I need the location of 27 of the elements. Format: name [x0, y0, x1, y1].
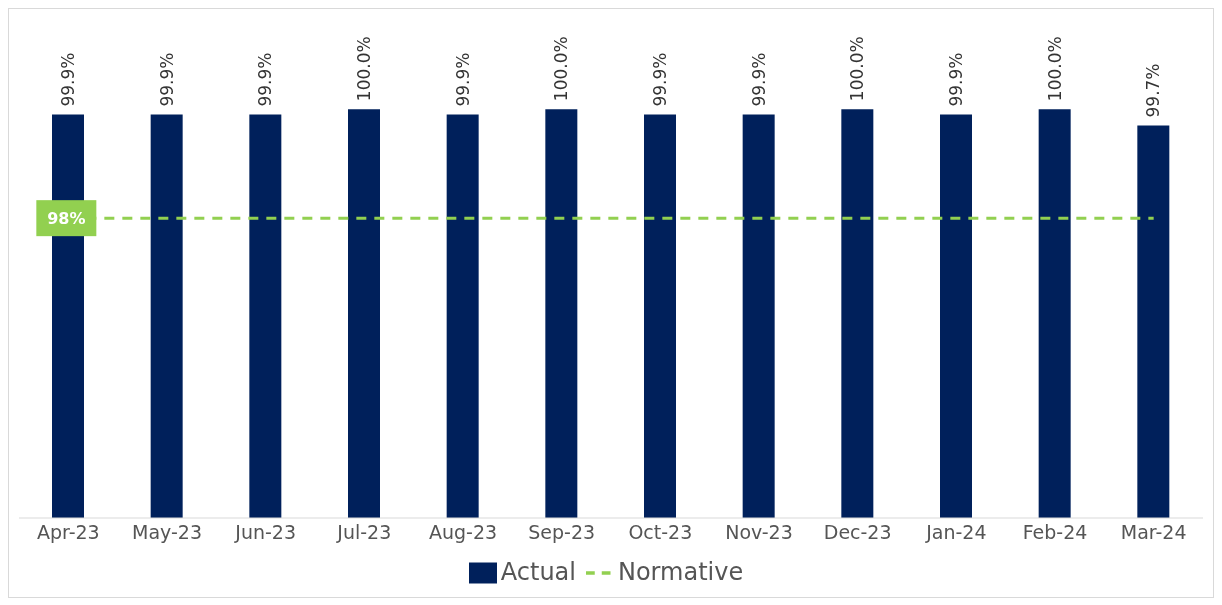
- x-tick-label: Dec-23: [823, 521, 892, 544]
- annotation: 98%: [47, 208, 86, 228]
- legend-label: Normative: [617, 558, 744, 586]
- x-tick-label: Jan-24: [925, 521, 987, 544]
- x-tick-label: May-23: [132, 521, 202, 544]
- data-label: 99.9%: [156, 52, 177, 107]
- data-label: 99.9%: [748, 52, 769, 107]
- x-tick-label: Sep-23: [528, 521, 596, 544]
- data-label: 99.7%: [1143, 63, 1164, 118]
- x-tick-label: Jun-23: [234, 521, 297, 544]
- x-tick-label: Aug-23: [428, 521, 498, 544]
- data-label: 100.0%: [551, 36, 572, 102]
- x-tick-label: Mar-24: [1120, 521, 1187, 544]
- data-label: 100.0%: [1044, 36, 1065, 102]
- x-tick-label: Jul-23: [336, 521, 392, 544]
- data-label: 99.9%: [452, 52, 473, 107]
- x-tick-label: Feb-24: [1022, 521, 1088, 544]
- data-label: 100.0%: [847, 36, 868, 102]
- data-label: 100.0%: [354, 36, 374, 102]
- data-label: 99.9%: [650, 52, 670, 107]
- x-tick-label: Oct-23: [628, 521, 693, 544]
- data-label: 99.9%: [946, 52, 966, 107]
- data-label: 99.9%: [255, 52, 276, 107]
- x-tick-label: Apr-23: [36, 521, 100, 544]
- data-label: 99.9%: [58, 52, 78, 107]
- x-tick-label: Nov-23: [725, 521, 793, 544]
- legend-label: Actual: [500, 558, 576, 586]
